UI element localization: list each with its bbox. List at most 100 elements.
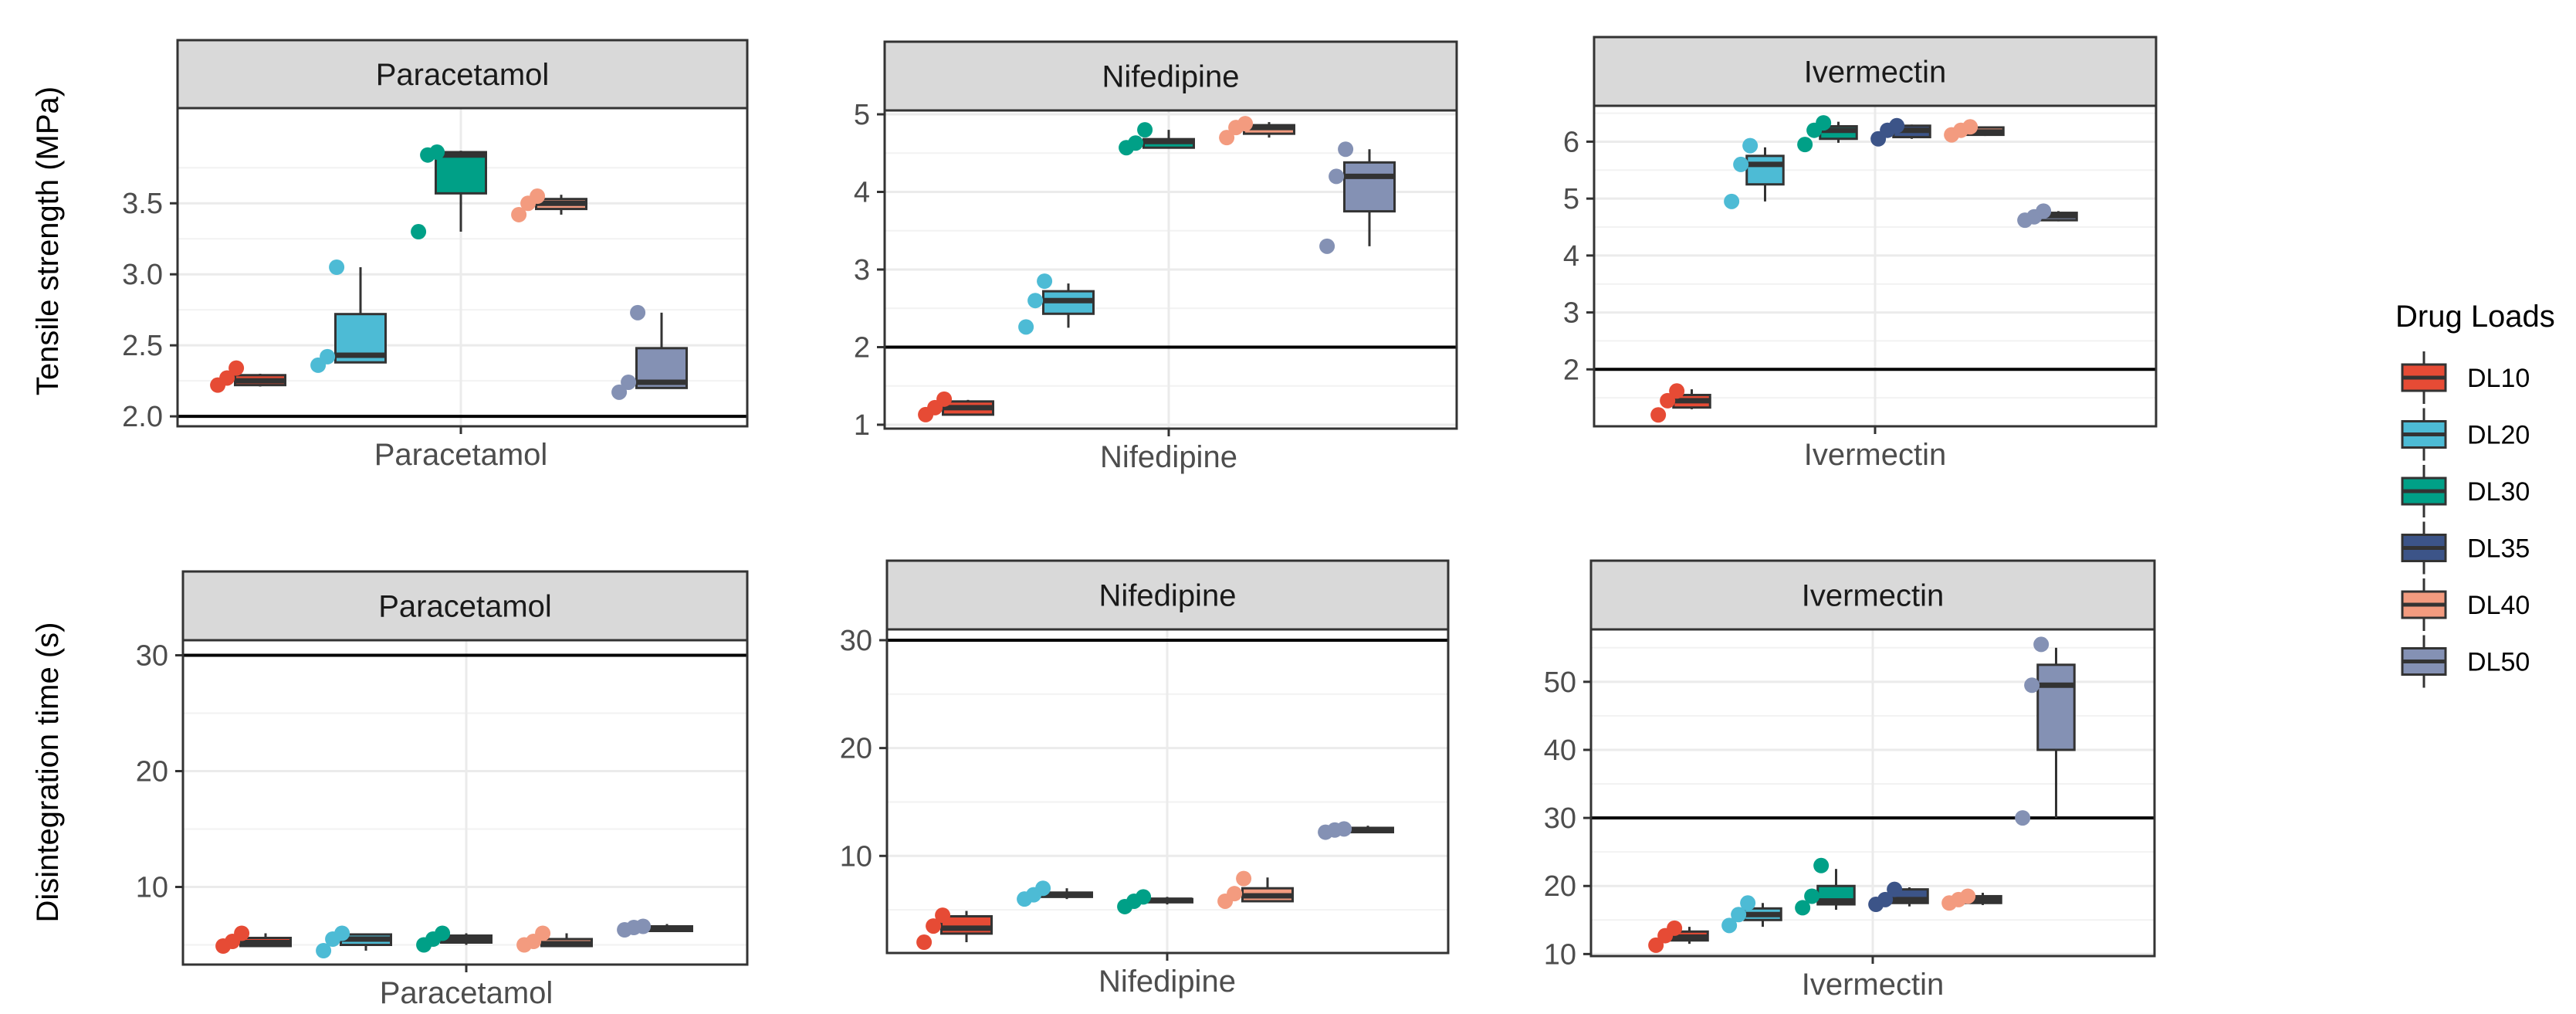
legend-label: DL20 bbox=[2467, 421, 2530, 450]
data-point bbox=[435, 925, 451, 941]
y-tick-label: 5 bbox=[1563, 183, 1579, 215]
facet-panel: Nifedipine 1 2 3 4 5 Nifedipine bbox=[854, 40, 1458, 474]
box-dl30 bbox=[1795, 857, 1856, 916]
data-point bbox=[1797, 137, 1813, 153]
facet-panel: Ivermectin 2 3 4 5 6 Ivermectin bbox=[1563, 36, 2158, 472]
data-point bbox=[530, 188, 546, 205]
box-dl10 bbox=[916, 907, 993, 951]
facet-title: Paracetamol bbox=[376, 58, 550, 92]
box-dl10 bbox=[215, 925, 292, 954]
y-tick-label: 20 bbox=[840, 733, 872, 765]
box-dl35 bbox=[1868, 881, 1929, 913]
y-tick-label: 6 bbox=[1563, 126, 1579, 158]
box-dl40 bbox=[1219, 116, 1295, 146]
data-point bbox=[1219, 130, 1235, 146]
data-point bbox=[1960, 888, 1976, 904]
y-tick-label: 50 bbox=[1544, 666, 1576, 699]
box-dl40 bbox=[511, 188, 587, 222]
data-point bbox=[535, 925, 551, 941]
data-point bbox=[1136, 889, 1152, 905]
data-point bbox=[1338, 141, 1354, 158]
data-point bbox=[2015, 810, 2031, 826]
data-point bbox=[1648, 937, 1664, 953]
facet-strip bbox=[181, 570, 749, 642]
box-body bbox=[2036, 663, 2076, 751]
box-dl35 bbox=[1870, 117, 1931, 147]
y-tick-label: 40 bbox=[1544, 734, 1576, 767]
box-dl10 bbox=[918, 391, 994, 422]
data-point bbox=[1137, 122, 1153, 138]
box-dl40 bbox=[1944, 119, 2005, 143]
data-point bbox=[1804, 888, 1820, 904]
data-point bbox=[219, 370, 235, 386]
box-dl50 bbox=[1319, 141, 1396, 254]
data-point bbox=[429, 144, 445, 161]
data-point bbox=[630, 304, 646, 320]
facet-panel: Paracetamol 2.0 2.5 3.0 3.5 Paracetamol bbox=[122, 39, 749, 472]
legend-label: DL35 bbox=[2467, 534, 2530, 564]
data-point bbox=[635, 918, 652, 934]
y-tick-label: 4 bbox=[854, 177, 870, 209]
y-tick-label: 30 bbox=[136, 640, 168, 673]
data-point bbox=[1740, 895, 1756, 911]
legend-item-dl20: DL20 bbox=[2401, 408, 2530, 461]
box-body bbox=[435, 151, 487, 195]
box-dl30 bbox=[416, 925, 493, 953]
x-tick-label: Ivermectin bbox=[1802, 968, 1945, 1002]
data-point bbox=[320, 348, 336, 365]
facet-title: Ivermectin bbox=[1802, 579, 1945, 613]
data-point bbox=[916, 934, 933, 951]
legend-item-dl10: DL10 bbox=[2401, 351, 2530, 404]
box-dl40 bbox=[516, 925, 593, 953]
data-point bbox=[1733, 156, 1749, 172]
box-dl10 bbox=[1648, 920, 1709, 953]
y-tick-label: 3 bbox=[1563, 297, 1579, 330]
box-body bbox=[1343, 161, 1396, 213]
data-point bbox=[316, 943, 332, 958]
box-dl20 bbox=[316, 925, 392, 958]
box-dl50 bbox=[2017, 203, 2078, 229]
y-tick-label: 20 bbox=[136, 756, 168, 788]
data-point bbox=[234, 925, 250, 941]
data-point bbox=[511, 206, 527, 222]
y-tick-label: 4 bbox=[1563, 240, 1579, 273]
box-dl10 bbox=[210, 360, 286, 393]
box-dl40 bbox=[1217, 870, 1294, 909]
y-tick-label: 30 bbox=[840, 625, 872, 657]
data-point bbox=[611, 384, 628, 400]
y-tick-label: 2.5 bbox=[122, 330, 163, 362]
data-point bbox=[329, 259, 345, 275]
legend-item-dl50: DL50 bbox=[2401, 635, 2530, 688]
legend-label: DL10 bbox=[2467, 364, 2530, 393]
facet-panel: Ivermectin 10 20 30 40 50 Ivermectin bbox=[1544, 559, 2156, 1002]
row-label-tensile: Tensile strength (MPa) bbox=[31, 86, 65, 395]
legend-label: DL30 bbox=[2467, 477, 2530, 507]
data-point bbox=[1237, 116, 1254, 132]
box-dl20 bbox=[310, 259, 387, 373]
data-point bbox=[1816, 115, 1832, 131]
y-tick-label: 2 bbox=[1563, 354, 1579, 386]
x-tick-label: Paracetamol bbox=[380, 976, 553, 1010]
x-tick-label: Nifedipine bbox=[1098, 965, 1236, 999]
box-dl20 bbox=[1721, 895, 1782, 934]
x-tick-label: Nifedipine bbox=[1100, 440, 1237, 474]
data-point bbox=[1667, 920, 1683, 936]
data-point bbox=[334, 925, 350, 941]
data-point bbox=[1035, 880, 1051, 897]
data-point bbox=[926, 918, 942, 934]
data-point bbox=[1721, 917, 1738, 934]
box-dl50 bbox=[1318, 821, 1394, 840]
box-body bbox=[1745, 154, 1785, 186]
data-point bbox=[1018, 319, 1034, 335]
y-tick-label: 10 bbox=[840, 840, 872, 873]
y-tick-label: 2.0 bbox=[122, 401, 163, 433]
data-point bbox=[2024, 677, 2040, 694]
legend: Drug Loads DL10 DL20 DL30 DL35 DL40 DL50 bbox=[2395, 300, 2555, 688]
box-dl20 bbox=[1017, 880, 1093, 907]
data-point bbox=[1650, 407, 1667, 423]
facet-strip bbox=[1589, 559, 2156, 631]
data-point bbox=[1329, 168, 1345, 185]
data-point bbox=[1962, 119, 1979, 135]
box-dl20 bbox=[1018, 273, 1095, 335]
